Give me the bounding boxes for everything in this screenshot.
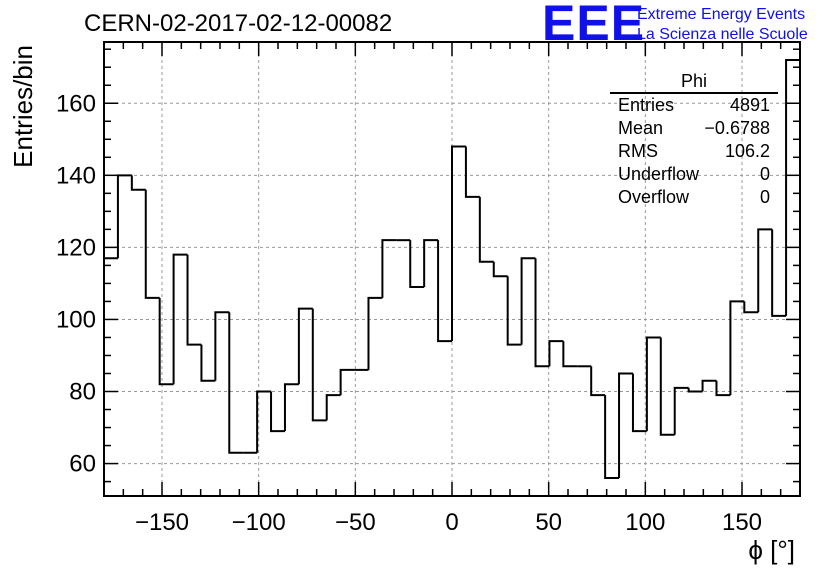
histogram-bin (437, 240, 452, 343)
histogram-bin (562, 341, 578, 368)
histogram-bin (715, 380, 731, 397)
histogram-bin (548, 340, 564, 367)
histogram-bin (228, 312, 244, 454)
x-tick-label: 100 (625, 509, 665, 536)
histogram-bin (103, 257, 118, 496)
histogram-bin (785, 59, 801, 496)
histogram-bin (270, 391, 285, 433)
y-axis-label: Entries/bin (8, 45, 38, 168)
x-tick-label: −150 (135, 509, 189, 536)
histogram-bin (116, 174, 132, 259)
stats-label: RMS (618, 141, 658, 161)
stats-value: −0.6788 (704, 118, 770, 138)
stats-value: 106.2 (724, 141, 770, 161)
histogram-bin (729, 300, 745, 396)
x-tick-label: 150 (722, 509, 762, 536)
stats-label: Overflow (618, 187, 690, 207)
x-tick-label: 0 (445, 509, 458, 536)
x-axis-label: ϕ [°] (748, 535, 795, 565)
stats-box: Phi Entries 4891 Mean −0.6788 RMS 106.2 … (610, 70, 778, 209)
y-tick-label: 60 (69, 451, 96, 478)
histogram-bin (158, 297, 174, 386)
y-tick-label: 160 (56, 90, 96, 117)
histogram-bin (381, 239, 397, 298)
histogram-bin (200, 344, 216, 382)
histogram-bin (186, 254, 202, 346)
stats-value: 4891 (729, 95, 770, 115)
histogram-bin (256, 390, 272, 453)
histogram-bin (130, 175, 146, 191)
histogram-bin (687, 387, 703, 393)
histogram-bin (520, 257, 536, 345)
histogram-bin (464, 146, 480, 198)
x-tick-label: −100 (232, 509, 286, 536)
histogram-bin (618, 372, 633, 478)
histogram-bin (631, 373, 647, 433)
y-tick-label: 80 (69, 379, 96, 406)
histogram-bin (673, 386, 689, 435)
histogram-bin (743, 301, 759, 314)
histogram-bin (409, 240, 425, 289)
stats-value: 0 (759, 187, 770, 207)
histogram-bin (506, 276, 522, 346)
histogram-bin (283, 383, 299, 432)
histogram-bin (757, 228, 773, 313)
stats-value: 0 (759, 164, 770, 184)
stats-row-rms: RMS 106.2 (610, 140, 778, 163)
histogram-bin (590, 366, 606, 397)
eee-logo: EEE (542, 0, 646, 51)
logo-subtitle-1: Extreme Energy Events (637, 6, 806, 23)
histogram-bin (172, 253, 188, 385)
histogram-bin (534, 258, 550, 368)
histogram-bin (645, 336, 661, 432)
x-tick-label: −50 (335, 509, 376, 536)
histogram-bin (492, 261, 508, 278)
histogram-bin (144, 189, 160, 299)
histogram-bin (478, 196, 494, 263)
histogram-bin (423, 239, 439, 288)
histogram-bin (325, 394, 341, 421)
axis-ticks (104, 42, 800, 496)
y-tick-label: 140 (56, 162, 96, 189)
histogram-bin (311, 308, 327, 422)
histogram-bin (214, 311, 230, 381)
histogram-bin (297, 307, 313, 385)
stats-row-overflow: Overflow 0 (610, 186, 778, 209)
stats-row-mean: Mean −0.6788 (610, 117, 778, 140)
stats-label: Underflow (618, 164, 700, 184)
histogram-bin (659, 337, 675, 436)
stats-title: Phi (610, 70, 778, 94)
histogram-bin (701, 379, 717, 392)
chart-title: CERN-02-2017-02-12-00082 (84, 10, 393, 37)
histogram-bin (771, 229, 787, 317)
histogram-bin (604, 395, 620, 479)
histogram-bin (451, 145, 466, 342)
y-tick-label: 100 (56, 306, 96, 333)
stats-label: Entries (618, 95, 675, 115)
histogram-bin (339, 368, 355, 396)
stats-label: Mean (618, 118, 664, 138)
stats-row-entries: Entries 4891 (610, 94, 778, 117)
y-tick-label: 120 (56, 234, 96, 261)
histogram-bin (367, 296, 383, 370)
x-tick-label: 50 (535, 509, 562, 536)
axis-tick-labels: −150 −100 −50 0 50 100 150 60 80 100 120 140 160 (56, 90, 762, 536)
logo-subtitle-2: La Scienza nelle Scuole (637, 26, 808, 43)
stats-row-underflow: Underflow 0 (610, 163, 778, 186)
